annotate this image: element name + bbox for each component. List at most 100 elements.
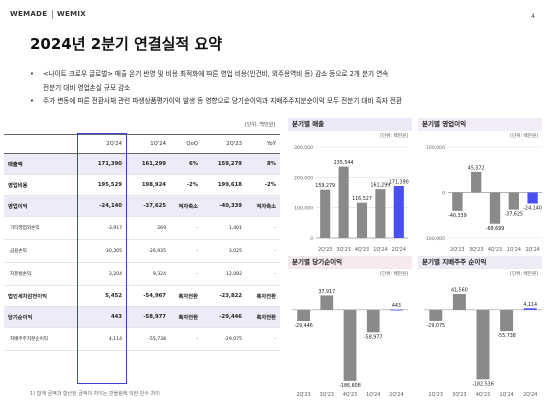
bullet-item: • <나이트 크로우 글로벌> 매출 온기 반영 및 비용 최적화에 따른 영업… <box>30 68 530 95</box>
chart-title: 분기별 지배주주 순이익 <box>418 256 542 269</box>
category-label: 1Q'24 <box>507 247 521 253</box>
value-cell: 161,299 <box>126 153 170 175</box>
chart-unit: [단위: 백만원] <box>510 134 538 139</box>
category-label: 3Q'23 <box>320 392 334 398</box>
header-cell <box>4 134 76 154</box>
value-cell: 159,279 <box>202 153 246 175</box>
data-label: 37,917 <box>318 289 335 295</box>
header: WEMADE WEMIX 4 <box>0 0 550 30</box>
value-cell: - <box>246 327 280 351</box>
table-row: 지분법손익 3,204 9,324-12,092- <box>4 262 280 286</box>
bar <box>343 309 357 381</box>
category-label: 3Q'23 <box>469 247 483 253</box>
bar <box>320 295 334 310</box>
row-label: 기타영업외손익 <box>4 216 76 240</box>
value-cell: -26,935 <box>126 239 170 263</box>
data-label: 4,114 <box>523 302 537 308</box>
bar <box>471 171 482 193</box>
bullet-line: <나이트 크로우 글로벌> 매출 온기 반영 및 비용 최적화에 따른 영업 비… <box>43 70 389 78</box>
value-cell: 199,618 <box>202 174 246 196</box>
category-label: 1Q'24 <box>499 392 513 398</box>
bullet-line: 주가 변동에 따른 전환사채 관련 파생상품평가이익 발생 등 영향으로 당기순… <box>43 97 403 105</box>
table-row: 기타영업외손익 -3,917 269-1,401- <box>4 216 280 240</box>
value-cell: -58,977 <box>126 306 170 328</box>
y-tick-label: 300,000 <box>294 145 313 151</box>
bar <box>375 189 386 238</box>
category-label: 3Q'23 <box>336 247 350 253</box>
table-row: 법인세차감전이익 5,452 -54,967 흑자전환 -23,822 흑자전환 <box>4 285 280 307</box>
header-cell: YoY <box>246 134 280 154</box>
header-cell: 2Q'23 <box>202 134 246 154</box>
y-tick-label: 0 <box>442 191 445 197</box>
value-cell: 적자축소 <box>246 195 280 217</box>
row-label: 지분법손익 <box>4 262 76 286</box>
data-label: 235,544 <box>334 160 354 166</box>
data-label: -55,738 <box>497 333 516 339</box>
value-cell: -37,625 <box>126 195 170 217</box>
value-cell: 4,114 <box>76 327 126 351</box>
category-label: 4Q'23 <box>488 247 502 253</box>
data-label: 171,390 <box>389 180 409 186</box>
y-tick-label: 100,000 <box>426 145 445 151</box>
row-label: 금융손익 <box>4 239 76 263</box>
header-cell: 2Q'24 <box>76 134 126 154</box>
category-label: 2Q'24 <box>389 392 403 398</box>
data-label: 159,279 <box>315 183 335 189</box>
value-cell: 흑자전환 <box>246 306 280 328</box>
table-row: 매출액 171,390 161,299 6% 159,279 8% <box>4 153 280 175</box>
header-cell: 1Q'24 <box>126 134 170 154</box>
category-label: 3Q'23 <box>452 392 466 398</box>
data-label: -58,977 <box>364 334 383 340</box>
bar <box>366 309 380 333</box>
category-label: 4Q'23 <box>476 392 490 398</box>
chart-unit: [단위: 백만원] <box>380 134 408 139</box>
value-cell: -55,738 <box>126 327 170 351</box>
row-label: 당기순이익 <box>4 306 76 328</box>
value-cell: 9,324 <box>126 262 170 286</box>
value-cell: 흑자전환 <box>170 285 202 307</box>
data-label: -182,536 <box>472 381 494 387</box>
bar <box>523 308 537 310</box>
data-label: -29,075 <box>427 323 446 329</box>
summary-bullets: • <나이트 크로우 글로벌> 매출 온기 반영 및 비용 최적화에 따른 영업… <box>30 68 530 109</box>
chart-panel-revenue: 분기별 매출 [단위: 백만원] 0 100,000 200,000 300,000 1… <box>288 118 412 256</box>
logo-divider <box>52 10 53 19</box>
value-cell: - <box>246 216 280 240</box>
bullet-marker: • <box>30 97 34 105</box>
category-label: 2Q'23 <box>296 392 310 398</box>
operating-profit-bar-chart: -100,000 0 100,000 -40,339 2Q'23 45,372 3Q'23 -… <box>424 145 542 253</box>
bar <box>508 192 519 210</box>
page-title: 2024년 2분기 연결실적 요약 <box>30 35 223 53</box>
table-row: 금융손익 30,305 -26,935-3,025- <box>4 239 280 263</box>
bar <box>356 202 368 238</box>
chart-panel-net-income: 분기별 당기순이익 [단위: 백만원] -29,446 2Q'23 37,917 3Q… <box>288 256 412 400</box>
footnote: 1) 합계 금액과 합산된 금액의 차이는 반올림에 의한 단수 차이 <box>30 391 160 397</box>
bar <box>297 309 310 322</box>
data-label: -40,339 <box>448 213 467 219</box>
data-label: 443 <box>392 303 401 309</box>
value-cell: -2% <box>246 174 280 196</box>
value-cell: - <box>170 239 202 263</box>
bar <box>320 189 331 238</box>
value-cell: 1,401 <box>202 216 246 240</box>
value-cell: - <box>170 216 202 240</box>
category-label: 2Q'23 <box>450 247 464 253</box>
bar <box>452 294 466 310</box>
bar <box>452 192 463 211</box>
category-label: 2Q'24 <box>525 247 539 253</box>
bullet-line: 전분기 대비 영업손실 규모 감소 <box>43 83 131 92</box>
bar <box>429 309 443 321</box>
row-label: 지배주주지분순이익 <box>4 327 76 351</box>
wemade-logo: WEMADE <box>10 10 48 18</box>
value-cell: 198,924 <box>126 174 170 196</box>
category-label: 2Q'24 <box>523 392 537 398</box>
category-label: 4Q'23 <box>343 392 357 398</box>
bullet-marker: • <box>30 70 34 78</box>
value-cell: 흑자전환 <box>170 306 202 328</box>
financial-summary-table: 2Q'24 1Q'24 QoQ 2Q'23 YoY 매출액 171,390 161,… <box>4 134 280 351</box>
table-row: 지배주주지분순이익 4,114 -55,738- -29,075- <box>4 327 280 351</box>
row-label: 영업비용 <box>4 174 76 196</box>
category-label: 4Q'23 <box>355 247 369 253</box>
value-cell: -54,967 <box>126 285 170 307</box>
row-label: 법인세차감전이익 <box>4 285 76 307</box>
